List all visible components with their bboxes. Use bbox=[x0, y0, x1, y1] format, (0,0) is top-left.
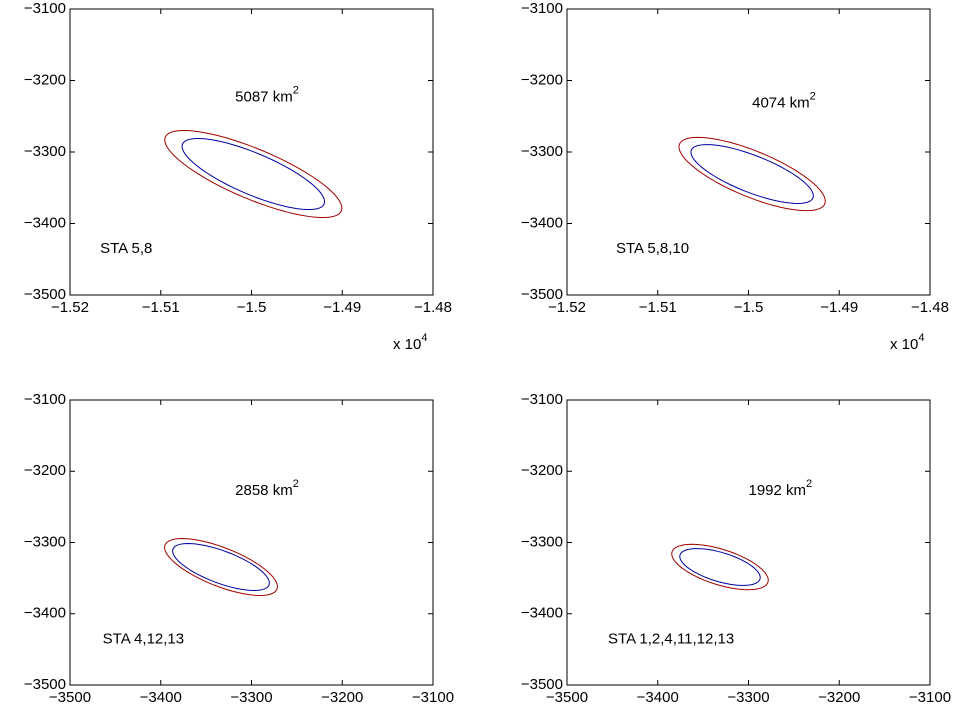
x-tick-label: −1.49 bbox=[323, 299, 361, 316]
x-tick-label: −1.51 bbox=[639, 299, 677, 316]
x-scale-label: x 104 bbox=[890, 332, 924, 353]
y-tick-label: −3400 bbox=[521, 214, 563, 231]
y-tick-label: −3100 bbox=[24, 391, 66, 408]
x-scale-exponent: 4 bbox=[421, 332, 427, 344]
annotation-superscript: 2 bbox=[293, 85, 299, 97]
annotation: STA 5,8 bbox=[100, 240, 152, 257]
y-tick-label: −3500 bbox=[24, 676, 66, 693]
x-tick-label: −1.5 bbox=[734, 299, 764, 316]
ellipse bbox=[172, 543, 270, 591]
y-tick-label: −3100 bbox=[521, 0, 563, 17]
annotation-superscript: 2 bbox=[806, 478, 812, 490]
annotation-text: STA 4,12,13 bbox=[103, 630, 184, 647]
annotation: 4074 km2 bbox=[752, 90, 816, 111]
x-tick-label: −3300 bbox=[727, 689, 769, 706]
y-tick-label: −3300 bbox=[521, 533, 563, 550]
subplot: −3500 −3400 −3300 −3200 −3100 −3500 −3400 −3300… bbox=[521, 391, 951, 706]
y-tick-label: −3200 bbox=[24, 71, 66, 88]
annotation: STA 4,12,13 bbox=[103, 630, 184, 647]
x-tick-label: −1.52 bbox=[548, 299, 586, 316]
y-tick-label: −3200 bbox=[521, 71, 563, 88]
y-tick-label: −3400 bbox=[24, 214, 66, 231]
x-tick-label: −1.51 bbox=[142, 299, 180, 316]
ellipse bbox=[181, 138, 326, 211]
annotation-text: 4074 km bbox=[752, 94, 810, 111]
x-tick-label: −3300 bbox=[230, 689, 272, 706]
y-tick-label: −3300 bbox=[24, 533, 66, 550]
y-tick-label: −3200 bbox=[24, 462, 66, 479]
x-scale-label: x 104 bbox=[393, 332, 427, 353]
annotation-text: 1992 km bbox=[749, 482, 807, 499]
y-tick-label: −3300 bbox=[24, 143, 66, 160]
ellipse bbox=[678, 136, 826, 212]
annotation: STA 1,2,4,11,12,13 bbox=[608, 630, 734, 647]
x-tick-label: −1.49 bbox=[820, 299, 858, 316]
x-tick-label: −1.48 bbox=[911, 299, 949, 316]
subplot: −1.52 −1.51 −1.5 −1.49 −1.48 −3500 −3400 −3300 −… bbox=[521, 0, 949, 353]
x-tick-label: −3500 bbox=[546, 689, 588, 706]
ellipse bbox=[679, 548, 761, 586]
x-tick-label: −1.48 bbox=[414, 299, 452, 316]
x-tick-label: −3400 bbox=[140, 689, 182, 706]
x-scale-base: x 10 bbox=[890, 336, 918, 353]
subplot: −3500 −3400 −3300 −3200 −3100 −3500 −3400 −3300… bbox=[24, 391, 454, 706]
annotation-superscript: 2 bbox=[293, 478, 299, 490]
y-tick-label: −3100 bbox=[521, 391, 563, 408]
x-tick-label: −3200 bbox=[321, 689, 363, 706]
y-tick-label: −3400 bbox=[24, 605, 66, 622]
ellipse bbox=[164, 538, 278, 596]
y-tick-label: −3100 bbox=[24, 0, 66, 17]
annotation: 5087 km2 bbox=[235, 85, 299, 106]
annotation: 1992 km2 bbox=[749, 478, 813, 499]
y-tick-label: −3500 bbox=[521, 286, 563, 303]
x-scale-base: x 10 bbox=[393, 336, 421, 353]
annotation: 2858 km2 bbox=[235, 478, 299, 499]
x-tick-label: −3200 bbox=[818, 689, 860, 706]
annotation-text: STA 5,8 bbox=[100, 240, 152, 257]
annotation-superscript: 2 bbox=[810, 90, 816, 102]
y-tick-label: −3500 bbox=[521, 676, 563, 693]
annotation-text: STA 5,8,10 bbox=[616, 240, 689, 257]
annotation: STA 5,8,10 bbox=[616, 240, 689, 257]
y-tick-label: −3400 bbox=[521, 605, 563, 622]
x-tick-label: −3100 bbox=[412, 689, 454, 706]
subplot: −1.52 −1.51 −1.5 −1.49 −1.48 −3500 −3400 −3300 −… bbox=[24, 0, 452, 353]
ellipse bbox=[690, 144, 814, 204]
annotation-text: 5087 km bbox=[235, 89, 293, 106]
x-tick-label: −1.5 bbox=[237, 299, 267, 316]
x-tick-label: −3100 bbox=[909, 689, 951, 706]
annotation-text: 2858 km bbox=[235, 482, 293, 499]
y-tick-label: −3300 bbox=[521, 143, 563, 160]
ellipse bbox=[164, 129, 343, 219]
annotation-text: STA 1,2,4,11,12,13 bbox=[608, 630, 734, 647]
x-scale-exponent: 4 bbox=[918, 332, 924, 344]
x-tick-label: −1.52 bbox=[51, 299, 89, 316]
x-tick-label: −3500 bbox=[49, 689, 91, 706]
y-tick-label: −3200 bbox=[521, 462, 563, 479]
x-tick-label: −3400 bbox=[637, 689, 679, 706]
y-tick-label: −3500 bbox=[24, 286, 66, 303]
ellipse bbox=[671, 543, 769, 591]
